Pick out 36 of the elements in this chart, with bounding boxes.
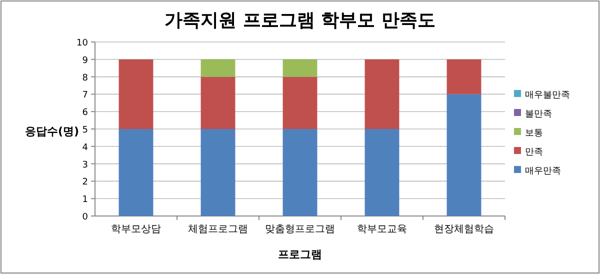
x-tick-label: 학부모교육 — [357, 224, 407, 235]
y-tick-label: 6 — [82, 108, 88, 118]
y-tick-label: 10 — [76, 38, 88, 48]
legend-label: 매우만족 — [525, 166, 561, 176]
y-tick-label: 5 — [82, 126, 88, 136]
bar — [446, 59, 482, 94]
y-axis-title: 응답수(명) — [24, 125, 80, 138]
y-tick-label: 2 — [82, 178, 88, 188]
chart-title: 가족지원 프로그램 학부모 만족도 — [164, 10, 436, 31]
legend-label: 만족 — [525, 148, 543, 158]
x-tick-label: 체험프로그램 — [188, 224, 248, 235]
bar — [364, 59, 400, 129]
legend-label: 보통 — [525, 128, 543, 138]
y-tick-label: 3 — [82, 160, 88, 170]
bar — [364, 129, 400, 216]
x-tick-label: 현장체험학습 — [434, 224, 494, 235]
y-tick-label: 9 — [82, 56, 88, 66]
bar — [118, 59, 154, 129]
x-tick-label: 학부모상담 — [111, 224, 161, 235]
y-tick-label: 7 — [82, 90, 88, 101]
bar — [200, 59, 236, 77]
x-tick-label: 맞춤형프로그램 — [265, 224, 335, 235]
y-tick-label: 1 — [82, 195, 88, 206]
bar — [282, 59, 318, 77]
legend-label: 매우불만족 — [525, 90, 570, 100]
y-tick-label: 4 — [82, 142, 88, 153]
y-tick-label: 8 — [82, 73, 88, 84]
bar — [200, 76, 236, 129]
y-tick-label: 0 — [82, 212, 88, 222]
bar — [282, 76, 318, 129]
bar — [282, 129, 318, 216]
legend-label: 불만족 — [525, 110, 552, 120]
bar — [200, 129, 236, 216]
bar — [118, 129, 154, 216]
x-axis-title: 프로그램 — [278, 248, 322, 261]
bar — [446, 94, 482, 216]
